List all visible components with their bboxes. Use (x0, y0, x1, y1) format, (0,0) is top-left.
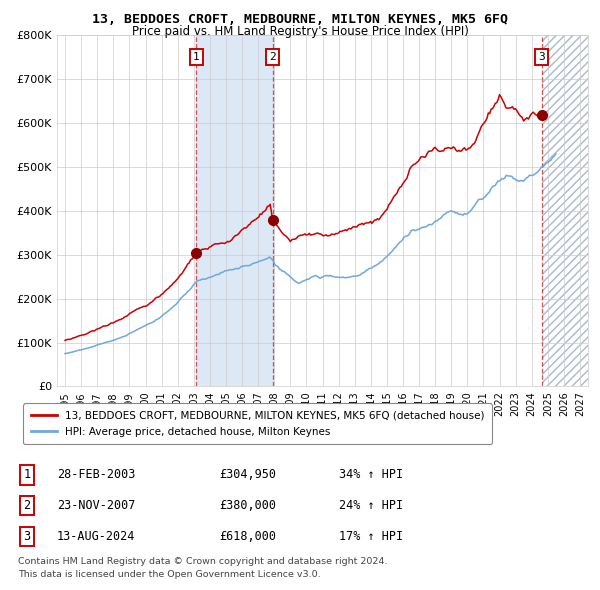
Text: Price paid vs. HM Land Registry's House Price Index (HPI): Price paid vs. HM Land Registry's House … (131, 25, 469, 38)
Text: 23-NOV-2007: 23-NOV-2007 (57, 499, 136, 512)
Bar (196, 35, 272, 386)
Text: Contains HM Land Registry data © Crown copyright and database right 2024.: Contains HM Land Registry data © Crown c… (18, 558, 388, 566)
Text: 1: 1 (23, 468, 31, 481)
Text: 13, BEDDOES CROFT, MEDBOURNE, MILTON KEYNES, MK5 6FQ: 13, BEDDOES CROFT, MEDBOURNE, MILTON KEY… (92, 13, 508, 26)
Text: £380,000: £380,000 (219, 499, 276, 512)
Text: This data is licensed under the Open Government Licence v3.0.: This data is licensed under the Open Gov… (18, 571, 320, 579)
Text: 3: 3 (538, 53, 545, 63)
Bar (542, 35, 588, 386)
Text: 24% ↑ HPI: 24% ↑ HPI (339, 499, 403, 512)
Text: £304,950: £304,950 (219, 468, 276, 481)
Text: £618,000: £618,000 (219, 530, 276, 543)
Text: 34% ↑ HPI: 34% ↑ HPI (339, 468, 403, 481)
Text: 17% ↑ HPI: 17% ↑ HPI (339, 530, 403, 543)
Legend: 13, BEDDOES CROFT, MEDBOURNE, MILTON KEYNES, MK5 6FQ (detached house), HPI: Aver: 13, BEDDOES CROFT, MEDBOURNE, MILTON KEY… (23, 404, 491, 444)
Text: 28-FEB-2003: 28-FEB-2003 (57, 468, 136, 481)
Text: 2: 2 (23, 499, 31, 512)
Text: 2: 2 (269, 53, 276, 63)
Text: 13-AUG-2024: 13-AUG-2024 (57, 530, 136, 543)
Text: 3: 3 (23, 530, 31, 543)
Text: 1: 1 (193, 53, 200, 63)
